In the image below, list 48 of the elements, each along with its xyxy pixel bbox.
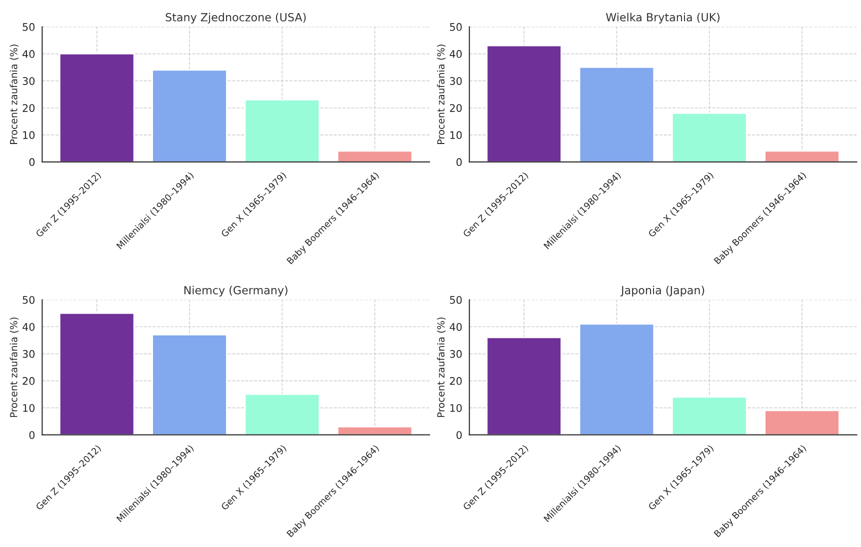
bar xyxy=(152,69,228,162)
bar xyxy=(337,150,412,162)
y-tick-label: 30 xyxy=(22,350,35,358)
y-axis-title: Procent zaufania (%) xyxy=(437,44,446,144)
bar xyxy=(244,99,320,162)
y-tick-label: 10 xyxy=(450,404,462,412)
y-axis-title: Procent zaufania (%) xyxy=(437,318,446,417)
y-tick-label: 30 xyxy=(22,77,35,85)
y-tick-label: 10 xyxy=(450,131,462,140)
y-tick-label: 40 xyxy=(450,322,462,331)
y-tick-label: 40 xyxy=(450,50,462,58)
bar xyxy=(486,45,562,162)
y-tick-label: 0 xyxy=(456,431,462,439)
bar xyxy=(59,53,134,162)
y-tick-label: 20 xyxy=(22,377,35,385)
y-axis-title: Procent zaufania (%) xyxy=(10,44,18,144)
bar xyxy=(244,394,320,435)
y-tick-label: 50 xyxy=(450,23,462,31)
y-tick-label: 50 xyxy=(22,23,35,31)
chart-title: Stany Zjednoczone (USA) xyxy=(166,12,306,24)
y-tick-label: 20 xyxy=(22,104,35,112)
chart-title: Japonia (Japan) xyxy=(620,286,704,296)
y-tick-label: 30 xyxy=(450,350,462,358)
bar xyxy=(672,396,747,435)
y-tick-label: 0 xyxy=(29,431,35,439)
y-tick-label: 20 xyxy=(450,104,462,112)
y-tick-label: 10 xyxy=(23,404,35,412)
y-tick-label: 40 xyxy=(22,50,35,58)
bar xyxy=(764,410,840,435)
y-tick-label: 50 xyxy=(22,296,35,304)
bar xyxy=(579,66,654,162)
bar xyxy=(152,334,228,435)
bar xyxy=(486,337,562,435)
y-tick-label: 20 xyxy=(450,377,462,385)
y-tick-label: 10 xyxy=(23,131,35,140)
y-axis-title: Procent zaufania (%) xyxy=(10,318,18,417)
y-tick-label: 30 xyxy=(450,77,462,85)
y-tick-label: 0 xyxy=(29,158,35,166)
bar xyxy=(672,112,747,162)
bar xyxy=(59,312,134,435)
bar xyxy=(337,426,412,435)
bar xyxy=(579,324,654,435)
chart-title: Wielka Brytania (UK) xyxy=(606,12,720,24)
y-tick-label: 0 xyxy=(456,158,462,166)
y-tick-label: 50 xyxy=(450,296,462,304)
chart-title: Niemcy (Germany) xyxy=(184,286,288,296)
bar xyxy=(764,150,840,162)
y-tick-label: 40 xyxy=(22,322,35,331)
